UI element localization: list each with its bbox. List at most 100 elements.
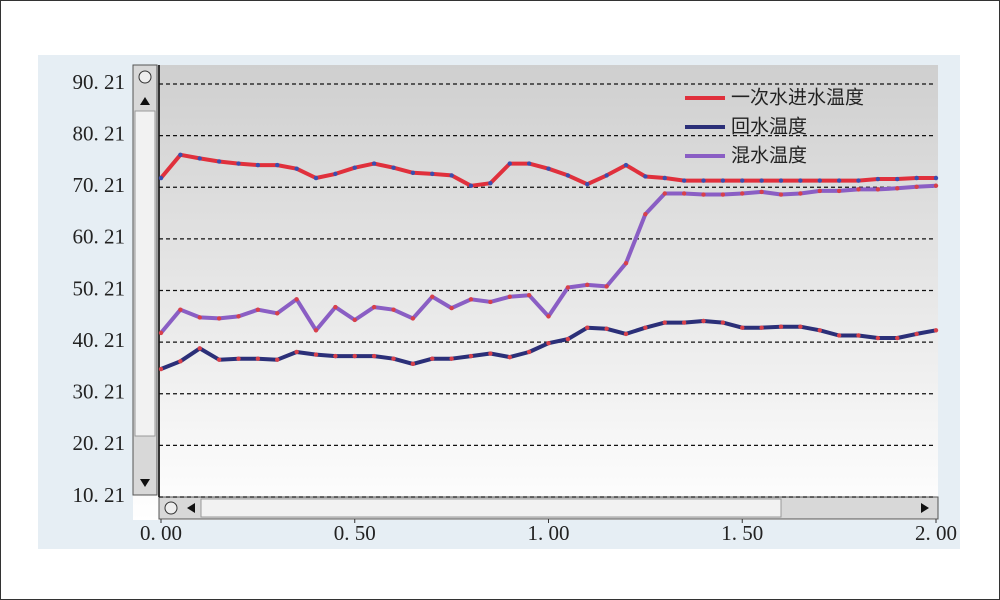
data-point [488,180,493,186]
data-point [255,356,261,361]
data-point [585,182,590,187]
y-tick-label: 40. 21 [73,328,126,352]
data-point [294,297,299,302]
data-point [778,324,784,329]
y-tick-label: 10. 21 [73,483,126,507]
legend-label: 一次水进水温度 [731,87,864,109]
data-point [759,189,764,195]
y-tick-label: 60. 21 [73,225,126,249]
data-point [623,162,629,168]
scroll-left[interactable] [187,503,195,513]
data-point [488,351,493,356]
data-point [875,187,881,192]
data-point [817,178,822,183]
data-point [197,315,202,320]
data-point [197,156,202,161]
y-tick-label: 80. 21 [73,121,126,145]
data-point [623,260,629,266]
data-point [565,336,571,342]
data-point [914,184,919,189]
data-point [836,178,842,183]
data-point [430,171,435,177]
data-point [662,175,667,181]
data-point [604,326,609,331]
data-point [178,307,183,312]
data-point [197,346,202,351]
data-point [856,178,861,183]
scroll-right[interactable] [921,503,929,513]
data-point [333,304,338,310]
data-point [526,292,532,298]
data-point [371,353,377,359]
data-point [158,175,164,181]
data-point [817,188,822,194]
data-point [681,320,687,325]
data-point [333,171,338,177]
v-scroll-thumb[interactable] [134,110,156,437]
data-point [410,361,416,367]
data-point [565,285,571,290]
data-point [604,173,609,178]
data-point [895,335,900,341]
data-point [643,174,648,179]
data-point [294,349,299,355]
data-point [681,178,687,183]
x-tick-label: 1. 00 [528,521,570,545]
data-point [759,325,764,330]
h-scroll-thumb[interactable] [200,498,782,518]
data-point [875,335,881,341]
data-point [720,178,726,183]
data-point [255,162,261,168]
data-point [468,353,474,359]
x-tick-label: 0. 00 [140,521,182,545]
data-point [720,192,726,197]
data-point [449,173,454,178]
data-point [856,187,861,192]
v-scroll-button[interactable] [138,70,152,84]
data-point [352,353,357,359]
data-point [507,294,512,299]
data-point [643,211,648,217]
data-point [836,333,842,338]
data-point [875,176,881,182]
data-point [914,331,919,337]
data-point [565,173,571,178]
data-point [933,175,939,181]
data-point [391,356,396,361]
scroll-down[interactable] [140,479,150,487]
data-point [178,359,183,364]
data-point [352,317,357,323]
data-point [313,328,319,333]
data-point [662,191,667,196]
plot-area [133,65,938,520]
data-point [740,191,745,196]
data-point [430,294,435,299]
y-tick-label: 90. 21 [73,70,126,94]
data-point [275,311,280,316]
data-point [681,191,687,196]
data-point [352,165,357,170]
data-point [313,175,319,181]
data-point [178,152,183,157]
data-point [216,159,222,164]
data-point [933,183,939,188]
y-tick-label: 70. 21 [73,173,126,197]
data-point [526,161,532,166]
data-point [468,297,474,302]
scroll-up[interactable] [140,97,150,105]
data-point [817,328,822,333]
data-point [836,188,842,194]
data-point [468,183,474,188]
h-scroll-button[interactable] [164,501,178,515]
data-point [662,320,667,325]
data-point [236,161,241,166]
data-point [236,314,241,319]
data-point [604,284,609,289]
data-point [158,366,164,372]
data-point [275,162,280,168]
data-point [158,330,164,336]
data-point [488,299,493,305]
data-point [216,357,222,362]
data-point [585,282,590,288]
data-point [410,316,416,321]
